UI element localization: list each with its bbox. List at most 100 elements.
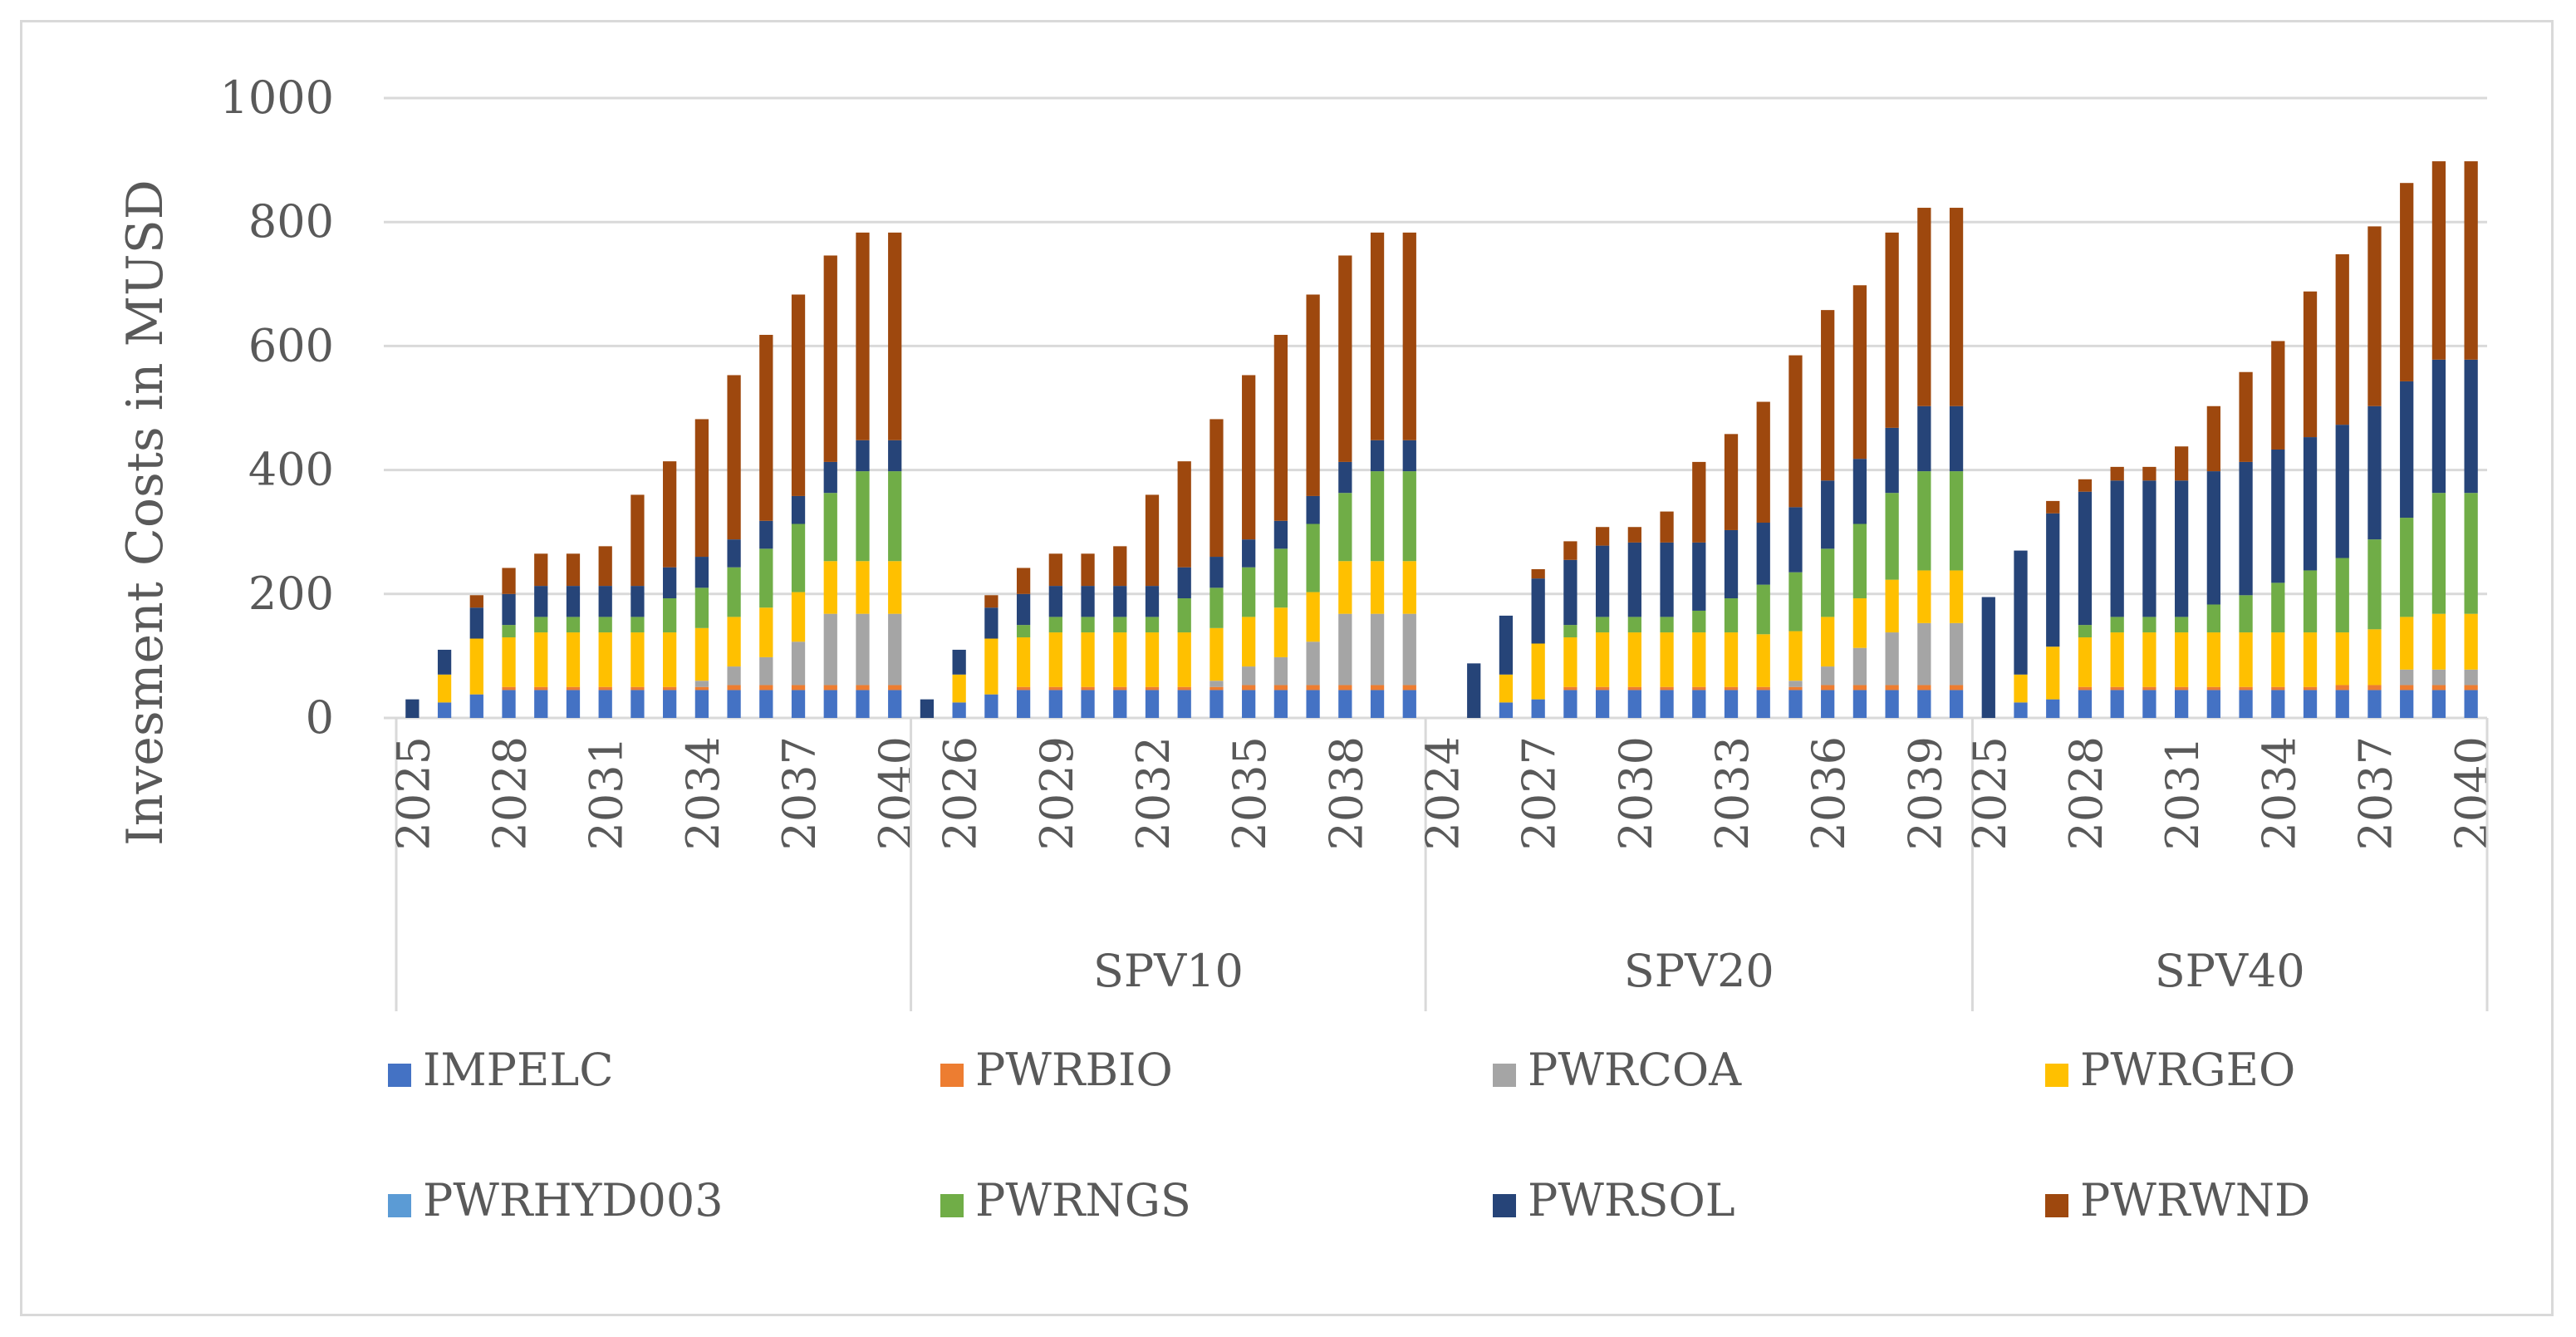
bar-segment-pwrwnd <box>1692 461 1706 543</box>
bar-segment-pwrgeo <box>759 607 773 657</box>
bar-segment-impelc <box>727 690 741 718</box>
x-tick-label: 2040 <box>2446 736 2499 850</box>
bar-segment-pwrgeo <box>469 638 483 695</box>
bar-segment-pwrsol <box>856 440 870 472</box>
bar-segment-pwrsol <box>1917 406 1931 472</box>
group-label: SPV20 <box>1624 945 1774 997</box>
bar-segment-pwrwnd <box>502 568 516 594</box>
bar-segment-pwrwnd <box>1724 434 1739 530</box>
bar-segment-pwrbio <box>2400 685 2414 691</box>
bar-segment-pwrwnd <box>663 461 677 568</box>
legend-label-pwrcoa: PWRCOA <box>1528 1044 1742 1096</box>
y-tick-label: 1000 <box>220 71 334 124</box>
bar-segment-pwrgeo <box>1081 632 1095 687</box>
legend-label-pwrsol: PWRSOL <box>1528 1174 1735 1226</box>
bar-segment-impelc <box>1242 690 1256 718</box>
bar-segment-pwrsol <box>1081 586 1095 617</box>
bar-segment-pwrgeo <box>1145 632 1160 687</box>
bar-segment-pwrsol <box>2174 480 2189 617</box>
bar-segment-pwrbio <box>1177 686 1191 691</box>
bar-segment-pwrbio <box>1821 685 1835 691</box>
bar-segment-pwrgeo <box>1563 637 1577 687</box>
legend-label-pwrngs: PWRNGS <box>975 1174 1191 1226</box>
axes: 0 200 400 600 800 1000 2025 2028 2031 2034 2037 204… <box>220 71 2499 1011</box>
bar-segment-pwrgeo <box>437 674 452 703</box>
bar-segment-pwrbio <box>1145 686 1160 691</box>
bar-segment-pwrsol <box>2367 406 2382 540</box>
bar-segment-impelc <box>534 690 548 718</box>
bar-segment-pwrngs <box>1756 584 1770 635</box>
legend-swatch-impelc <box>388 1064 411 1087</box>
bar-segment-impelc <box>2431 690 2446 718</box>
bar-segment-pwrsol <box>1113 586 1127 617</box>
bar-segment-pwrgeo <box>1273 607 1288 657</box>
bar-segment-pwrwnd <box>598 546 612 587</box>
x-tick-label: 2040 <box>870 736 922 850</box>
bar-segment-impelc <box>2400 690 2414 718</box>
bar-segment-impelc <box>694 690 709 718</box>
legend-swatch-pwrwnd <box>2045 1194 2068 1217</box>
bar-segment-pwrsol <box>2078 491 2093 626</box>
bar-segment-pwrcoa <box>791 641 806 686</box>
bar-segment-impelc <box>1209 690 1224 718</box>
bar-segment-pwrbio <box>694 686 709 691</box>
bar-segment-pwrgeo <box>2174 632 2189 687</box>
bar-segment-pwrngs <box>1563 625 1577 638</box>
x-tick-label: 2026 <box>935 736 987 850</box>
bar-segment-pwrsol <box>727 539 741 568</box>
bar-segment-pwrgeo <box>2464 613 2478 670</box>
bar-segment-pwrsol <box>1821 480 1835 549</box>
bar-segment-pwrsol <box>2335 425 2349 558</box>
bar-segment-pwrcoa <box>1306 641 1320 686</box>
bar-segment-pwrcoa <box>1821 666 1835 686</box>
bar-segment-pwrbio <box>1595 686 1610 691</box>
bar-segment-pwrsol <box>1273 520 1288 549</box>
bar-segment-pwrwnd <box>2335 253 2349 425</box>
bar-segment-impelc <box>2239 690 2253 718</box>
bar-segment-pwrgeo <box>2367 629 2382 686</box>
bar-segment-impelc <box>631 690 645 718</box>
bar-segment-pwrcoa <box>2464 669 2478 686</box>
legend-label-pwrgeo: PWRGEO <box>2080 1044 2295 1096</box>
x-tick-label: 2030 <box>1610 736 1662 850</box>
bar-segment-pwrcoa <box>856 613 870 686</box>
bar-segment-pwrsol <box>1338 461 1352 494</box>
bar-segment-pwrwnd <box>1563 541 1577 560</box>
bar-segment-pwrwnd <box>2142 466 2156 481</box>
bar-segment-pwrgeo <box>952 674 966 703</box>
bar-segment-pwrwnd <box>2303 291 2318 438</box>
bar-segment-pwrngs <box>1273 548 1288 608</box>
bar-segment-impelc <box>2110 690 2124 718</box>
bar-segment-pwrwnd <box>823 255 837 462</box>
bar-segment-pwrsol <box>2271 449 2285 583</box>
bar-segment-pwrwnd <box>631 494 645 587</box>
bar-segment-pwrngs <box>1885 493 1899 580</box>
x-tick-label: 2031 <box>2156 736 2209 850</box>
y-axis-title: Invesment Costs in MUSD <box>116 179 174 846</box>
bar-segment-pwrgeo <box>1627 632 1641 687</box>
bar-segment-pwrbio <box>1885 685 1899 691</box>
chart-frame: 0 200 400 600 800 1000 2025 2028 2031 2034 2037 204… <box>20 20 2554 1316</box>
bar-segment-pwrcoa <box>823 613 837 686</box>
legend-swatch-pwrgeo <box>2045 1064 2068 1087</box>
bar-segment-pwrsol <box>631 586 645 617</box>
legend-swatch-pwrcoa <box>1493 1064 1516 1087</box>
x-tick-label: 2032 <box>1127 736 1180 850</box>
bar-segment-pwrcoa <box>1852 647 1867 686</box>
bar-segment-pwrsol <box>1177 567 1191 599</box>
y-tick-label: 200 <box>248 568 334 620</box>
bar-segment-impelc <box>888 690 902 718</box>
bar-segment-impelc <box>2142 690 2156 718</box>
bar-segment-pwrbio <box>2464 685 2478 691</box>
bar-segment-pwrgeo <box>1788 631 1803 681</box>
bar-segment-impelc <box>1499 702 1514 718</box>
bar-segment-pwrbio <box>1209 686 1224 691</box>
bar-segment-pwrgeo <box>534 632 548 687</box>
bar-segment-impelc <box>1531 699 1545 718</box>
bar-segment-pwrcoa <box>759 656 773 686</box>
bar-segment-pwrcoa <box>1370 613 1385 686</box>
bar-segment-pwrngs <box>1852 523 1867 599</box>
bar-segment-pwrbio <box>2303 686 2318 691</box>
bar-segment-pwrsol <box>1627 542 1641 617</box>
bar-segment-pwrgeo <box>1306 592 1320 642</box>
